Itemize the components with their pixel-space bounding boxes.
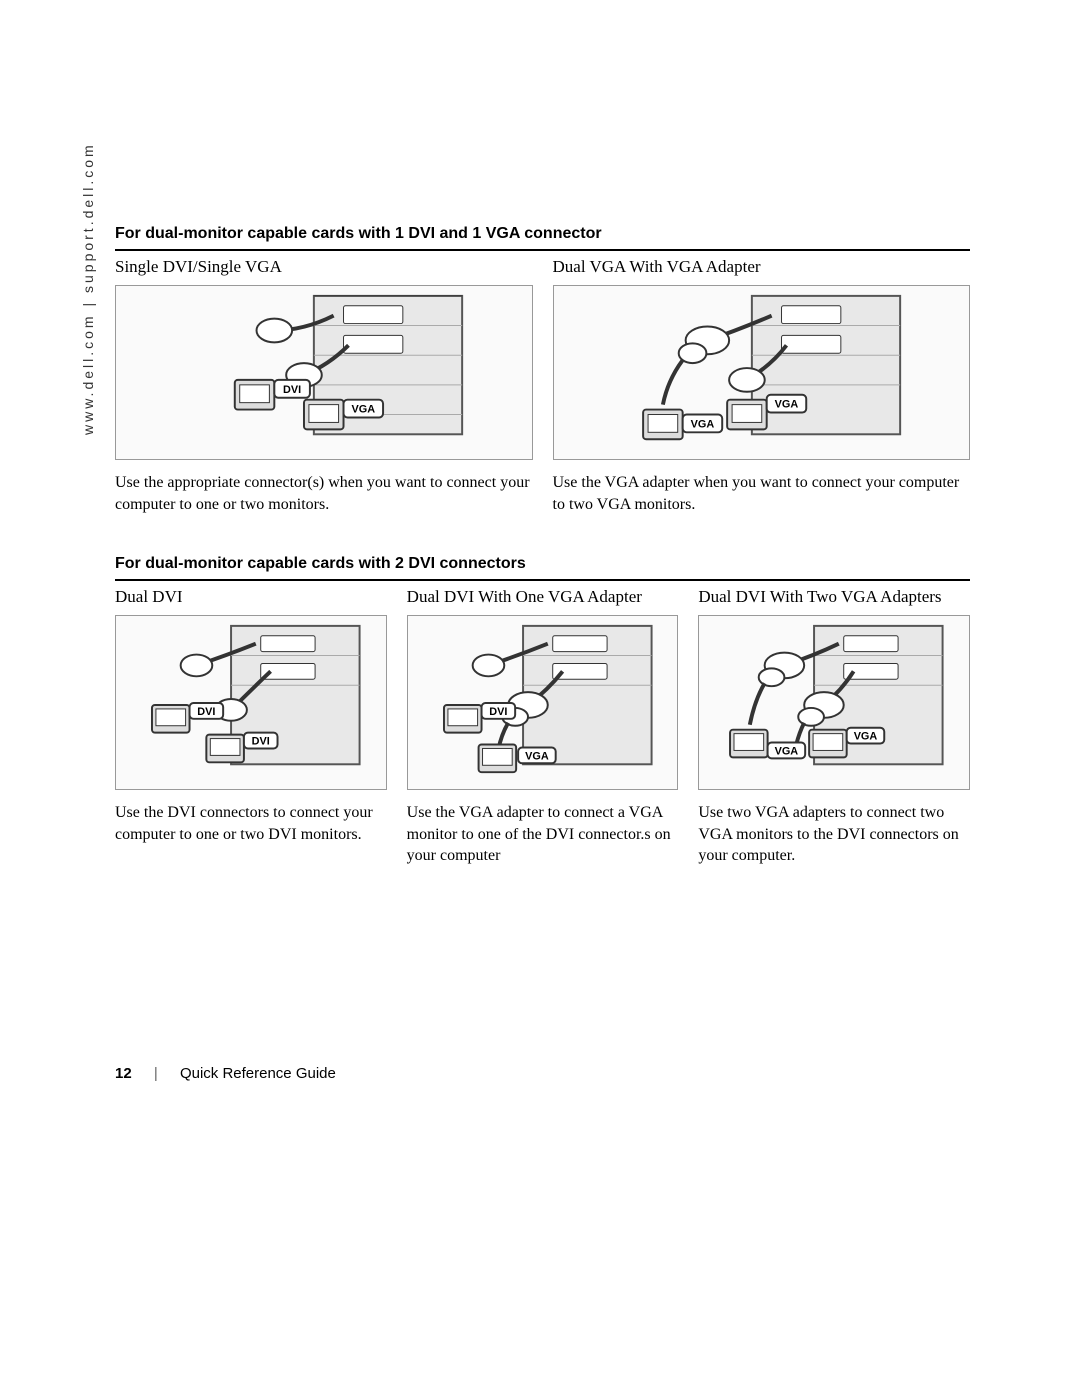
section2-col1-diagram: DVI VGA (407, 615, 679, 790)
dvi-label-a: DVI (197, 706, 215, 718)
footer-title: Quick Reference Guide (180, 1065, 336, 1082)
section1-col1-diagram: VGA VGA (553, 285, 971, 460)
section1-col1-desc: Use the VGA adapter when you want to con… (553, 472, 971, 515)
section1-col0-desc: Use the appropriate connector(s) when yo… (115, 472, 533, 515)
vga-label-c: VGA (525, 751, 549, 763)
section2-col0-subtitle: Dual DVI (115, 587, 387, 607)
section1-col0: Single DVI/Single VGA (115, 257, 533, 515)
footer-separator: | (154, 1065, 158, 1082)
section1-col0-diagram: DVI VGA (115, 285, 533, 460)
page-content: For dual-monitor capable cards with 1 DV… (115, 225, 970, 907)
section1-col0-subtitle: Single DVI/Single VGA (115, 257, 533, 277)
section1-header: For dual-monitor capable cards with 1 DV… (115, 225, 970, 251)
vga-label: VGA (352, 404, 376, 416)
section2-col0-desc: Use the DVI connectors to connect your c… (115, 802, 387, 845)
page-footer: 12 | Quick Reference Guide (115, 1065, 336, 1082)
vga-label-d: VGA (775, 746, 799, 758)
sidebar-urls: www.dell.com | support.dell.com (80, 142, 96, 435)
section1-row: Single DVI/Single VGA (115, 257, 970, 515)
section2-row: Dual DVI DVI (115, 587, 970, 867)
section1-col1: Dual VGA With VGA Adapter (553, 257, 971, 515)
dvi-label-c: DVI (489, 706, 507, 718)
section2-col2-diagram: VGA VGA (698, 615, 970, 790)
section2-col0-diagram: DVI DVI (115, 615, 387, 790)
dvi-label: DVI (283, 384, 301, 396)
section2-col2-desc: Use two VGA adapters to connect two VGA … (698, 802, 970, 867)
section2-col2: Dual DVI With Two VGA Adapters (698, 587, 970, 867)
section2-header: For dual-monitor capable cards with 2 DV… (115, 555, 970, 581)
vga-label-e: VGA (854, 731, 878, 743)
vga-label-b: VGA (774, 399, 798, 411)
section2-col1-desc: Use the VGA adapter to connect a VGA mon… (407, 802, 679, 867)
section2-col2-subtitle: Dual DVI With Two VGA Adapters (698, 587, 970, 607)
page-number: 12 (115, 1065, 132, 1082)
section2-col1-subtitle: Dual DVI With One VGA Adapter (407, 587, 679, 607)
dvi-label-b: DVI (252, 736, 270, 748)
section2-col0: Dual DVI DVI (115, 587, 387, 867)
vga-label-a: VGA (690, 418, 714, 430)
section1-col1-subtitle: Dual VGA With VGA Adapter (553, 257, 971, 277)
section2-col1: Dual DVI With One VGA Adapter (407, 587, 679, 867)
